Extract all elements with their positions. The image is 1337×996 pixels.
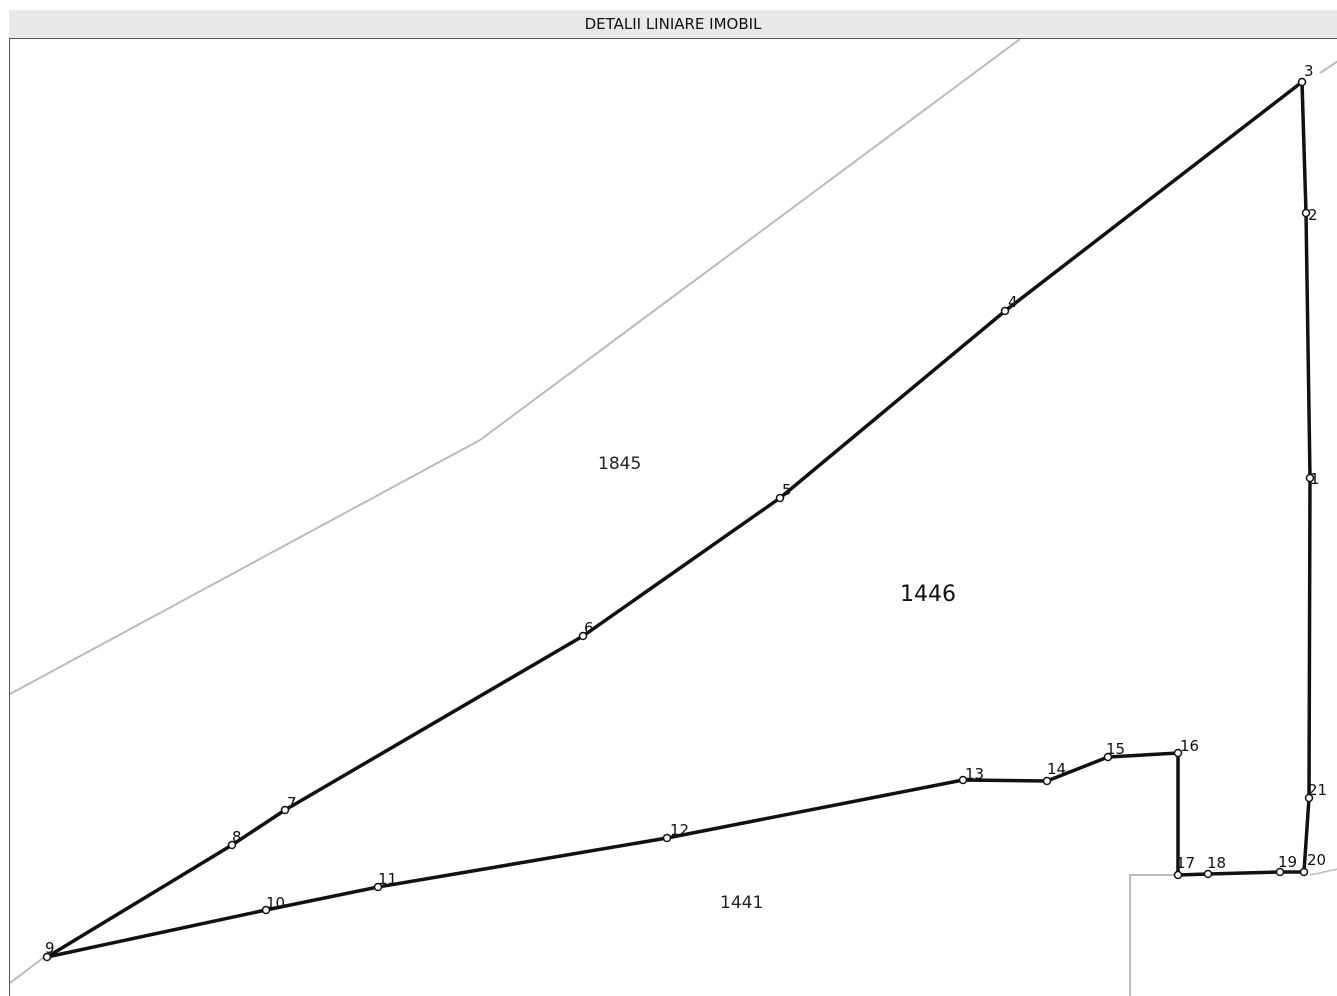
vertex-marker-14 xyxy=(1042,776,1052,786)
vertex-marker-17 xyxy=(1173,870,1183,880)
vertex-label-19: 19 xyxy=(1278,853,1297,871)
vertex-label-5: 5 xyxy=(782,481,792,499)
vertex-label-20: 20 xyxy=(1307,851,1326,869)
neighbor-boundary-southeast xyxy=(1309,868,1337,876)
vertex-marker-18 xyxy=(1203,869,1213,879)
vertex-label-10: 10 xyxy=(266,894,285,912)
neighbor-boundary-west xyxy=(10,954,48,984)
parcel-boundary-1446 xyxy=(45,80,1312,959)
vertex-marker-21 xyxy=(1304,793,1314,803)
vertex-marker-1 xyxy=(1305,473,1315,483)
vertex-marker-16 xyxy=(1173,748,1183,758)
vertex-label-2: 2 xyxy=(1308,206,1318,224)
vertex-label-21: 21 xyxy=(1308,781,1327,799)
vertex-label-7: 7 xyxy=(287,794,297,812)
vertex-marker-5 xyxy=(775,493,785,503)
vertex-label-3: 3 xyxy=(1304,62,1314,80)
vertex-label-4: 4 xyxy=(1008,293,1018,311)
map-title: DETALII LINIARE IMOBIL xyxy=(9,10,1337,39)
vertex-label-8: 8 xyxy=(232,828,242,846)
vertex-marker-12 xyxy=(662,833,672,843)
vertex-label-6: 6 xyxy=(584,619,594,637)
neighbor-boundary-north xyxy=(10,39,1021,695)
vertex-marker-3 xyxy=(1297,77,1307,87)
vertex-marker-2 xyxy=(1301,208,1311,218)
neighbor-boundary-south xyxy=(1129,874,1175,996)
vertex-marker-11 xyxy=(373,882,383,892)
neighbor-boundary-east-top xyxy=(1319,60,1337,74)
parcel-label-main: 1446 xyxy=(900,582,956,607)
map-canvas[interactable]: 1 2 3 4 5 6 7 8 9 10 11 12 13 14 15 16 17 18 19 20 21 1845 1… xyxy=(9,39,1337,996)
vertex-marker-7 xyxy=(280,805,290,815)
vertex-label-1: 1 xyxy=(1310,470,1320,488)
vertex-marker-6 xyxy=(578,631,588,641)
vertex-label-17: 17 xyxy=(1176,854,1195,872)
vertex-marker-10 xyxy=(261,905,271,915)
vertex-marker-20 xyxy=(1299,867,1309,877)
parcel-label-south: 1441 xyxy=(720,893,763,913)
vertex-marker-8 xyxy=(227,840,237,850)
vertex-label-12: 12 xyxy=(670,821,689,839)
vertex-marker-19 xyxy=(1275,867,1285,877)
vertex-label-15: 15 xyxy=(1106,740,1125,758)
vertex-label-9: 9 xyxy=(45,939,55,957)
vertex-label-11: 11 xyxy=(378,870,397,888)
vertex-marker-13 xyxy=(958,775,968,785)
vertex-label-16: 16 xyxy=(1180,737,1199,755)
vertex-marker-15 xyxy=(1103,752,1113,762)
vertex-label-18: 18 xyxy=(1207,854,1226,872)
vertex-marker-4 xyxy=(1000,306,1010,316)
parcel-label-north: 1845 xyxy=(598,454,641,474)
vertex-label-13: 13 xyxy=(965,765,984,783)
vertex-marker-9 xyxy=(42,952,52,962)
vertex-label-14: 14 xyxy=(1047,760,1066,778)
